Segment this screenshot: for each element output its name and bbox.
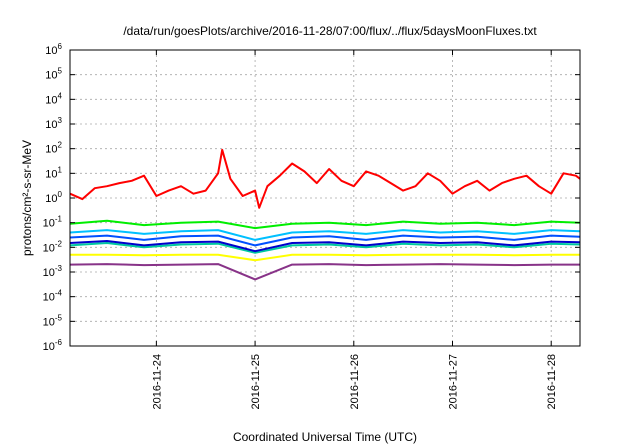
- y-tick-label: 106: [45, 42, 62, 57]
- y-tick-label: 105: [45, 67, 62, 82]
- x-tick-label: 2016-11-26: [349, 354, 361, 409]
- series-layer: [69, 148, 581, 281]
- y-tick-label: 10-1: [43, 215, 63, 230]
- x-axis-label: Coordinated Universal Time (UTC): [233, 430, 417, 444]
- y-tick-label: 101: [45, 165, 62, 180]
- series-line-1: [69, 148, 581, 209]
- y-tick-label: 103: [45, 116, 62, 131]
- series-line-8: [69, 263, 580, 281]
- y-tick-label: 100: [45, 190, 62, 205]
- y-tick-label: 10-3: [43, 264, 63, 279]
- chart-title: /data/run/goesPlots/archive/2016-11-28/0…: [123, 24, 537, 38]
- grid: [70, 50, 580, 346]
- series-line-6: [69, 240, 581, 253]
- y-tick-label: 10-6: [43, 338, 63, 353]
- x-tick-label: 2016-11-28: [546, 354, 558, 409]
- series-line-4: [69, 234, 581, 247]
- y-tick-labels: 10-6 10-5 10-4 10-3 10-2 10-1 100 101 102 103 104 1…: [43, 42, 63, 353]
- x-tick-label: 2016-11-24: [151, 354, 163, 409]
- y-tick-label: 102: [45, 141, 62, 156]
- ticks: [70, 49, 580, 347]
- x-tick-labels: 2016-11-24 2016-11-25 2016-11-26 2016-11-27…: [151, 354, 558, 409]
- y-tick-label: 10-4: [43, 289, 63, 304]
- series-line-2: [69, 219, 581, 230]
- y-axis-label: protons/cm²-s-sr-MeV: [20, 140, 34, 256]
- x-tick-label: 2016-11-25: [250, 354, 262, 409]
- y-tick-label: 10-2: [43, 239, 63, 254]
- y-tick-label: 10-5: [43, 313, 63, 328]
- y-tick-label: 104: [45, 91, 62, 106]
- x-tick-label: 2016-11-27: [448, 354, 460, 409]
- series-line-3: [69, 229, 581, 241]
- series-line-7: [70, 253, 580, 262]
- series-line-5: [69, 242, 581, 254]
